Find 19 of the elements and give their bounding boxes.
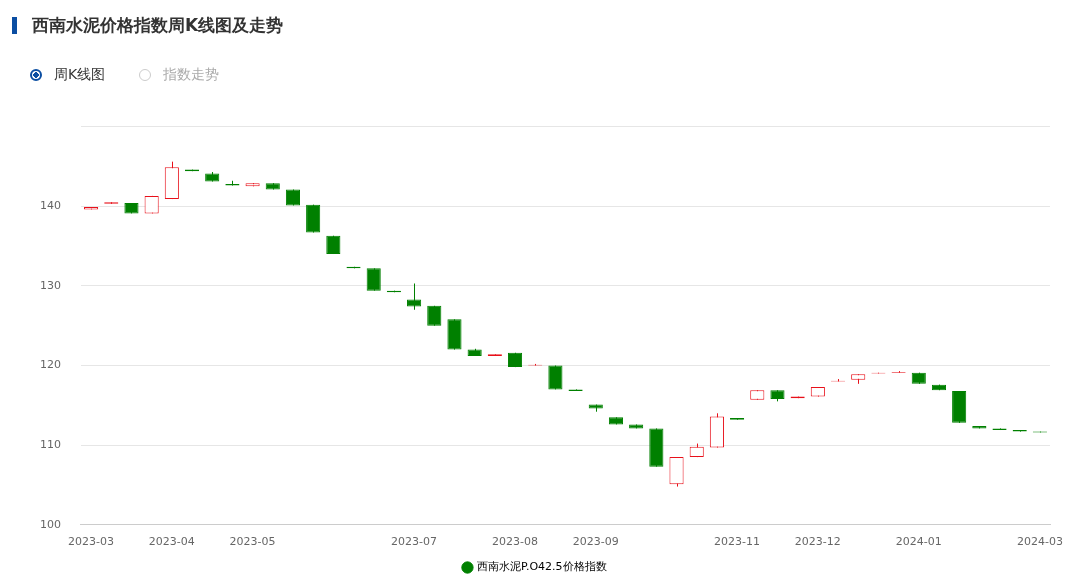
text: 周K线图 <box>54 66 106 84</box>
y-tick-label: 100 <box>40 517 61 531</box>
text: 指数走势 <box>163 66 220 84</box>
x-tick-label: 2023-09 <box>572 535 619 549</box>
y-tick-label: 130 <box>40 278 61 292</box>
x-tick-label: 2023-07 <box>391 535 438 549</box>
x-tick-label: 2024-01 <box>895 535 942 549</box>
legend-label: 西南水泥P.O42.5价格指数 <box>476 560 607 574</box>
x-tick-label: 2023-04 <box>148 535 195 549</box>
chart-title: 西南水泥价格指数周K线图及走势 <box>32 13 284 37</box>
x-tick-label: 2023-11 <box>714 535 761 549</box>
x-tick-label: 2023-12 <box>794 535 841 549</box>
y-tick-label: 140 <box>40 199 61 213</box>
x-tick-label: 2023-08 <box>492 535 539 549</box>
x-tick-label: 2023-03 <box>68 535 115 549</box>
x-tick-label: 2024-03 <box>1016 535 1063 549</box>
y-tick-label: 110 <box>40 438 61 452</box>
y-tick-label: 120 <box>40 358 61 372</box>
x-tick-label: 2023-05 <box>229 535 276 549</box>
